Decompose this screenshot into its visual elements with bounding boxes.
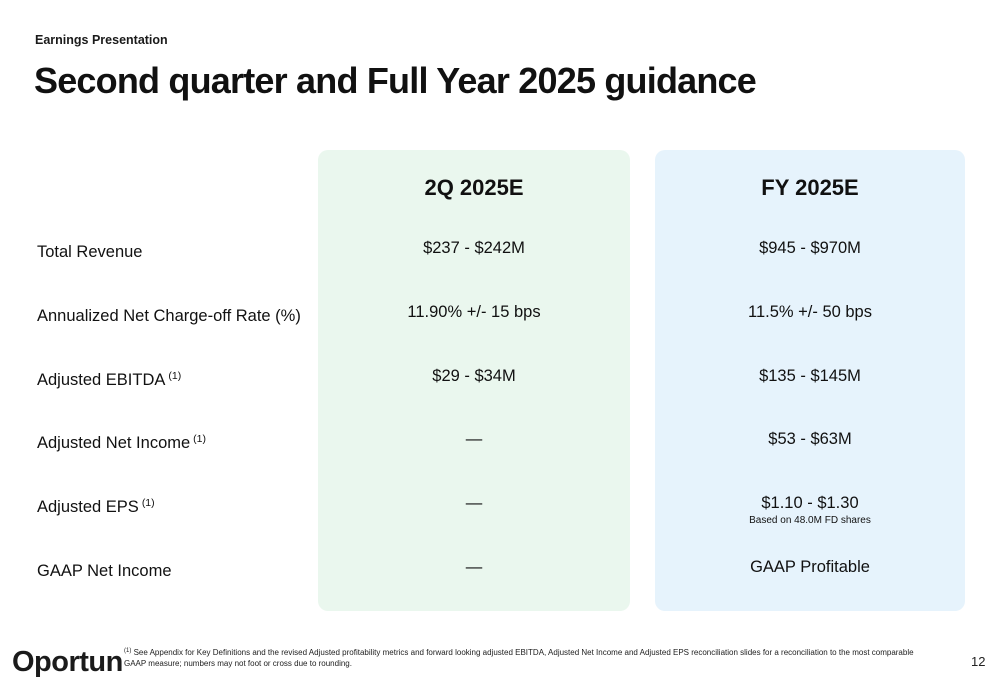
full-year-value: 11.5% +/- 50 bps [748, 303, 872, 321]
oportun-logo: Oportun [12, 644, 123, 680]
guidance-row-adjusted-eps: Adjusted EPS (1) — $1.10 - $1.30 [0, 491, 1000, 516]
eps-share-note: Based on 48.0M FD shares [749, 515, 871, 526]
footnote-marker: (1) [193, 433, 207, 445]
row-label: Total Revenue [37, 243, 143, 261]
guidance-row-charge-off-rate: Annualized Net Charge-off Rate (%) 11.90… [0, 300, 1000, 325]
quarter-value: — [465, 558, 483, 576]
footnote-text: See Appendix for Key Definitions and the… [124, 648, 914, 668]
footnote-marker: (1) [124, 648, 132, 654]
eyebrow-label: Earnings Presentation [35, 33, 168, 47]
full-year-value: $135 - $145M [759, 367, 861, 385]
quarter-value: 11.90% +/- 15 bps [407, 303, 541, 321]
row-label: Adjusted EPS (1) [37, 497, 155, 516]
quarter-column-panel [318, 150, 630, 611]
footnote-marker: (1) [141, 497, 155, 509]
quarter-value: $29 - $34M [432, 367, 516, 385]
footnote-marker: (1) [168, 370, 182, 382]
page-title: Second quarter and Full Year 2025 guidan… [34, 60, 757, 101]
row-label: Adjusted EBITDA (1) [37, 370, 182, 389]
guidance-row-gaap-net-income: GAAP Net Income — GAAP Profitable [0, 555, 1000, 580]
full-year-value: $945 - $970M [759, 239, 861, 257]
guidance-row-adjusted-net-income: Adjusted Net Income (1) — $53 - $63M [0, 427, 1000, 452]
full-year-value: $1.10 - $1.30 [761, 494, 859, 512]
guidance-row-total-revenue: Total Revenue $237 - $242M $945 - $970M [0, 236, 1000, 261]
quarter-value: — [465, 430, 483, 448]
full-year-value: $53 - $63M [768, 430, 852, 448]
quarter-value: — [465, 494, 483, 512]
guidance-row-adjusted-ebitda: Adjusted EBITDA (1) $29 - $34M $135 - $14… [0, 364, 1000, 389]
logo-wordmark: Oportun [12, 645, 123, 678]
quarter-column-header: 2Q 2025E [424, 175, 524, 200]
row-label: GAAP Net Income [37, 562, 172, 580]
full-year-value: GAAP Profitable [750, 558, 870, 576]
full-year-column-panel [655, 150, 965, 611]
footnote: (1) See Appendix for Key Definitions and… [124, 646, 924, 669]
full-year-column-header: FY 2025E [761, 175, 859, 200]
row-label: Annualized Net Charge-off Rate (%) [37, 307, 301, 325]
quarter-value: $237 - $242M [423, 239, 525, 257]
row-label: Adjusted Net Income (1) [37, 433, 207, 452]
page-number: 12 [971, 654, 986, 669]
